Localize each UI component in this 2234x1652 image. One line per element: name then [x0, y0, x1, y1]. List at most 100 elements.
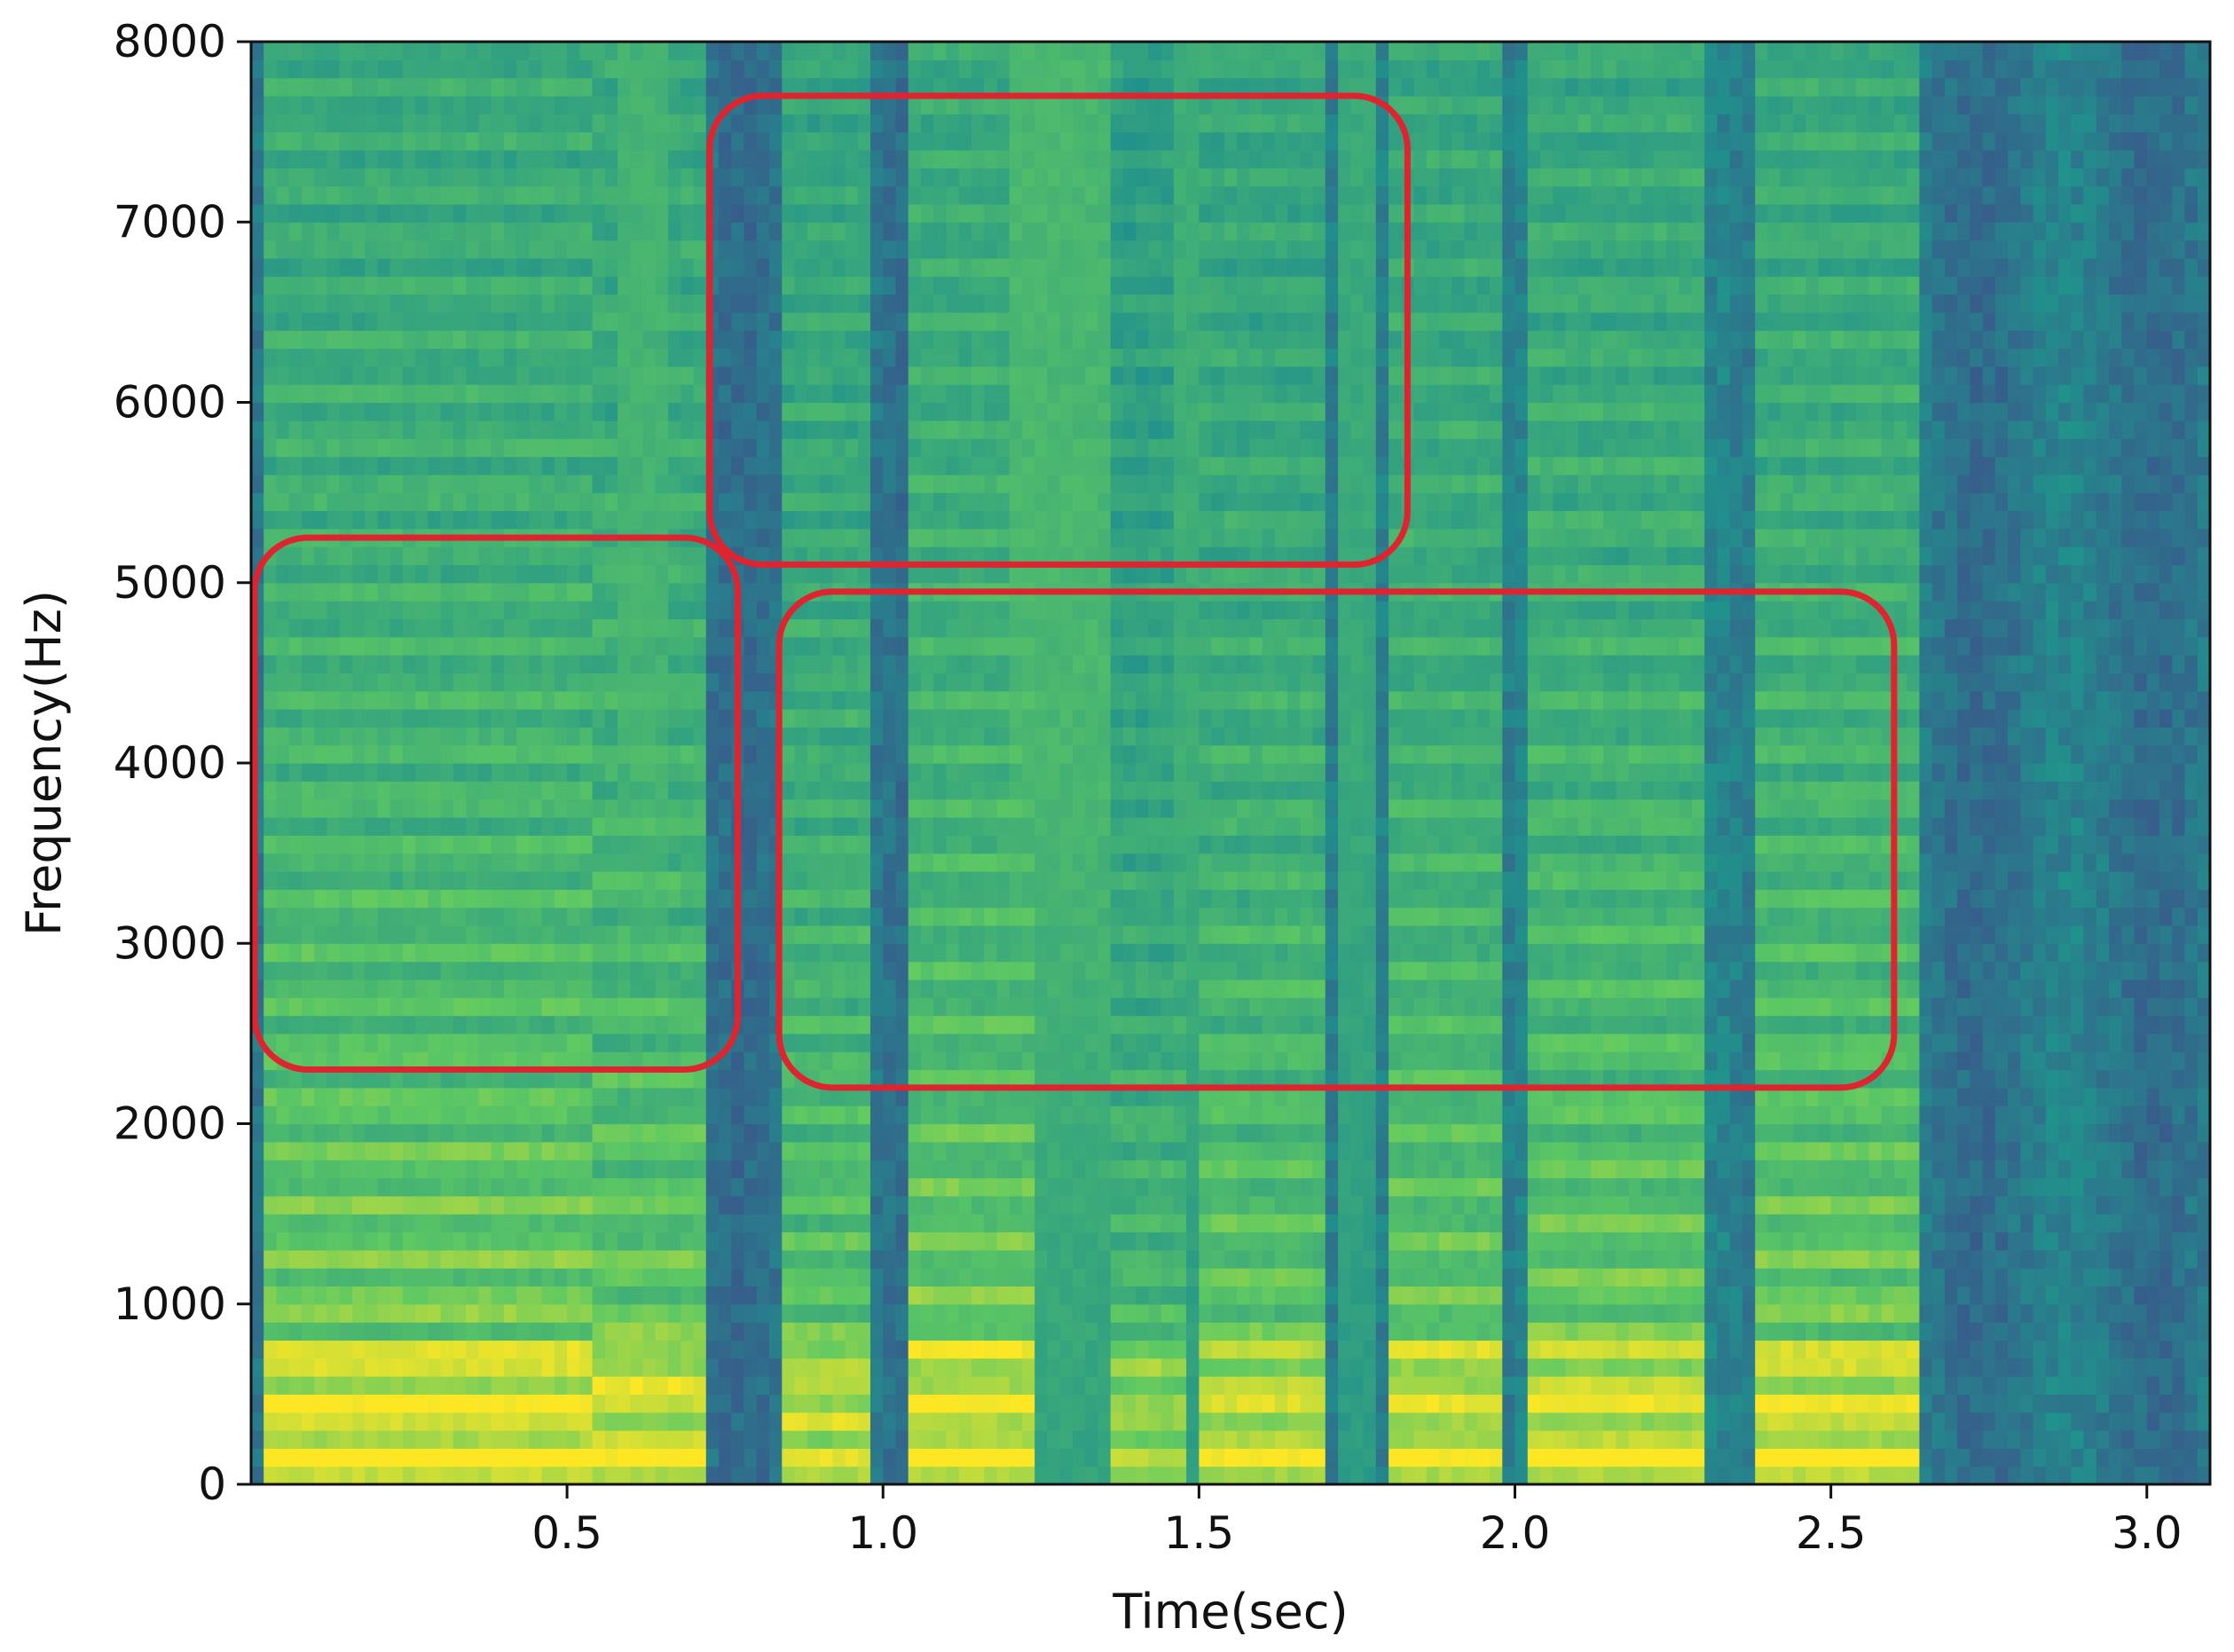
spectrogram-cell — [567, 456, 580, 476]
spectrogram-cell — [592, 1015, 606, 1034]
spectrogram-cell — [326, 835, 341, 854]
spectrogram-cell — [693, 1231, 707, 1251]
spectrogram-cell — [845, 528, 859, 547]
spectrogram-cell — [693, 185, 707, 205]
spectrogram-cell — [428, 618, 442, 638]
spectrogram-cell — [276, 203, 290, 223]
spectrogram-cell — [617, 1466, 631, 1484]
spectrogram-cell — [1009, 1249, 1023, 1269]
spectrogram-cell — [1009, 438, 1023, 458]
spectrogram-cell — [339, 1340, 353, 1359]
spectrogram-cell — [933, 203, 948, 223]
spectrogram-cell — [402, 1015, 416, 1034]
spectrogram-cell — [743, 1466, 758, 1484]
spectrogram-cell — [731, 1357, 745, 1377]
spectrogram-cell — [1009, 203, 1023, 223]
spectrogram-cell — [276, 276, 290, 295]
spectrogram-cell — [365, 348, 379, 367]
spectrogram-cell — [251, 185, 264, 205]
spectrogram-cell — [377, 366, 391, 385]
spectrogram-cell — [731, 1430, 745, 1449]
spectrogram-cell — [630, 763, 644, 782]
spectrogram-cell — [516, 781, 530, 800]
spectrogram-cell — [782, 1394, 796, 1413]
spectrogram-cell — [883, 168, 897, 187]
spectrogram-cell — [491, 402, 505, 421]
spectrogram-cell — [933, 1412, 948, 1431]
spectrogram-cell — [794, 1430, 808, 1449]
spectrogram-cell — [554, 997, 568, 1017]
spectrogram-cell — [264, 456, 278, 476]
spectrogram-cell — [719, 294, 732, 313]
spectrogram-cell — [466, 185, 480, 205]
spectrogram-cell — [820, 547, 833, 566]
spectrogram-cell — [908, 1430, 922, 1449]
spectrogram-cell — [428, 1466, 442, 1484]
spectrogram-cell — [984, 1286, 998, 1305]
spectrogram-cell — [794, 114, 808, 133]
spectrogram-cell — [503, 690, 517, 710]
spectrogram-cell — [958, 185, 972, 205]
spectrogram-cell — [478, 1033, 492, 1052]
spectrogram-cell — [491, 203, 505, 223]
spectrogram-cell — [680, 618, 695, 638]
spectrogram-cell — [857, 294, 871, 313]
spectrogram-cell — [971, 149, 985, 169]
spectrogram-cell — [466, 438, 480, 458]
spectrogram-cell — [857, 276, 871, 295]
spectrogram-cell — [655, 1015, 669, 1034]
spectrogram-cell — [719, 781, 732, 800]
spectrogram-cell — [769, 1160, 783, 1179]
spectrogram-cell — [579, 203, 594, 223]
spectrogram-cell — [782, 420, 796, 439]
spectrogram-cell — [705, 42, 720, 60]
spectrogram-cell — [617, 456, 631, 476]
spectrogram-cell — [617, 348, 631, 367]
spectrogram-cell — [642, 582, 657, 602]
spectrogram-cell — [895, 709, 909, 728]
spectrogram-cell — [756, 1357, 770, 1377]
spectrogram-cell — [529, 456, 543, 476]
spectrogram-cell — [326, 1087, 341, 1106]
spectrogram-cell — [440, 1466, 454, 1484]
spectrogram-cell — [705, 781, 720, 800]
spectrogram-cell — [579, 1177, 594, 1197]
spectrogram-cell — [503, 330, 517, 350]
spectrogram-cell — [870, 547, 884, 566]
spectrogram-cell — [655, 727, 669, 746]
spectrogram-cell — [264, 1087, 278, 1106]
spectrogram-cell — [668, 889, 681, 909]
spectrogram-cell — [428, 1033, 442, 1052]
spectrogram-cell — [870, 1357, 884, 1377]
spectrogram-cell — [933, 961, 948, 980]
spectrogram-cell — [996, 456, 1011, 476]
spectrogram-cell — [377, 798, 391, 818]
spectrogram-cell — [402, 1087, 416, 1106]
spectrogram-cell — [832, 1412, 846, 1431]
spectrogram-cell — [503, 871, 517, 890]
spectrogram-cell — [731, 1322, 745, 1341]
spectrogram-cell — [604, 618, 618, 638]
spectrogram-cell — [680, 1231, 695, 1251]
spectrogram-cell — [832, 1051, 846, 1071]
spectrogram-cell — [769, 492, 783, 512]
spectrogram-cell — [288, 1123, 303, 1143]
spectrogram-cell — [655, 1195, 669, 1215]
spectrogram-cell — [794, 438, 808, 458]
spectrogram-cell — [617, 690, 631, 710]
spectrogram-cell — [630, 1249, 644, 1269]
spectrogram-cell — [719, 131, 732, 151]
spectrogram-cell — [541, 655, 555, 674]
spectrogram-cell — [428, 690, 442, 710]
spectrogram-cell — [971, 384, 985, 404]
spectrogram-cell — [820, 240, 833, 259]
spectrogram-cell — [1022, 1069, 1035, 1089]
spectrogram-cell — [743, 781, 758, 800]
spectrogram-cell — [466, 384, 480, 404]
spectrogram-cell — [478, 438, 492, 458]
spectrogram-cell — [503, 456, 517, 476]
spectrogram-cell — [820, 492, 833, 512]
spectrogram-cell — [352, 727, 366, 746]
spectrogram-cell — [971, 330, 985, 350]
spectrogram-cell — [1009, 618, 1023, 638]
